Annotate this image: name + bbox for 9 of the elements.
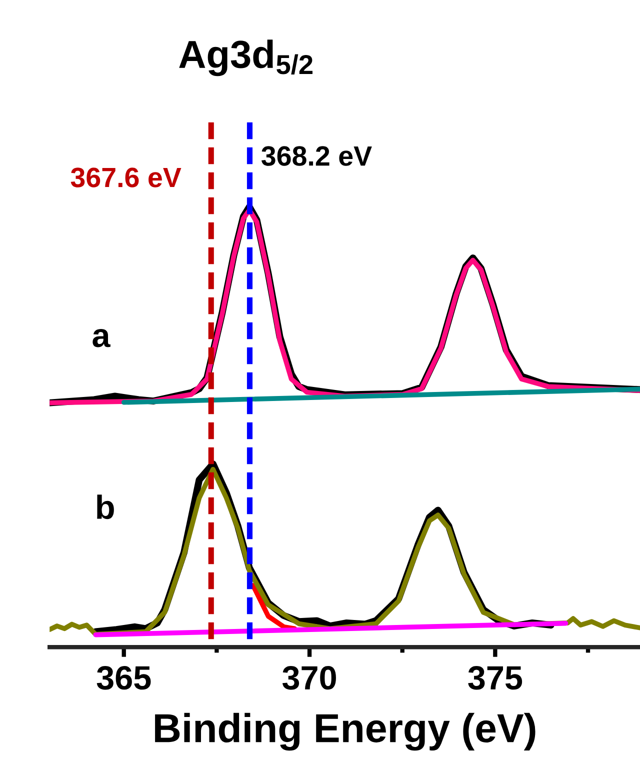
x-axis-title: Binding Energy (eV) [155,712,536,751]
x-tick-label: 375 [468,666,522,690]
annotation: b [97,494,114,520]
x-tick-label: 370 [282,666,336,690]
ref-line-label: 368.2 eV [262,146,372,166]
annotation: a [92,328,110,348]
chart-title: Ag3d$_{5/2}$ [179,40,312,76]
x-tick-label: 365 [96,666,151,690]
ref-line-label: 367.6 eV [70,168,182,188]
